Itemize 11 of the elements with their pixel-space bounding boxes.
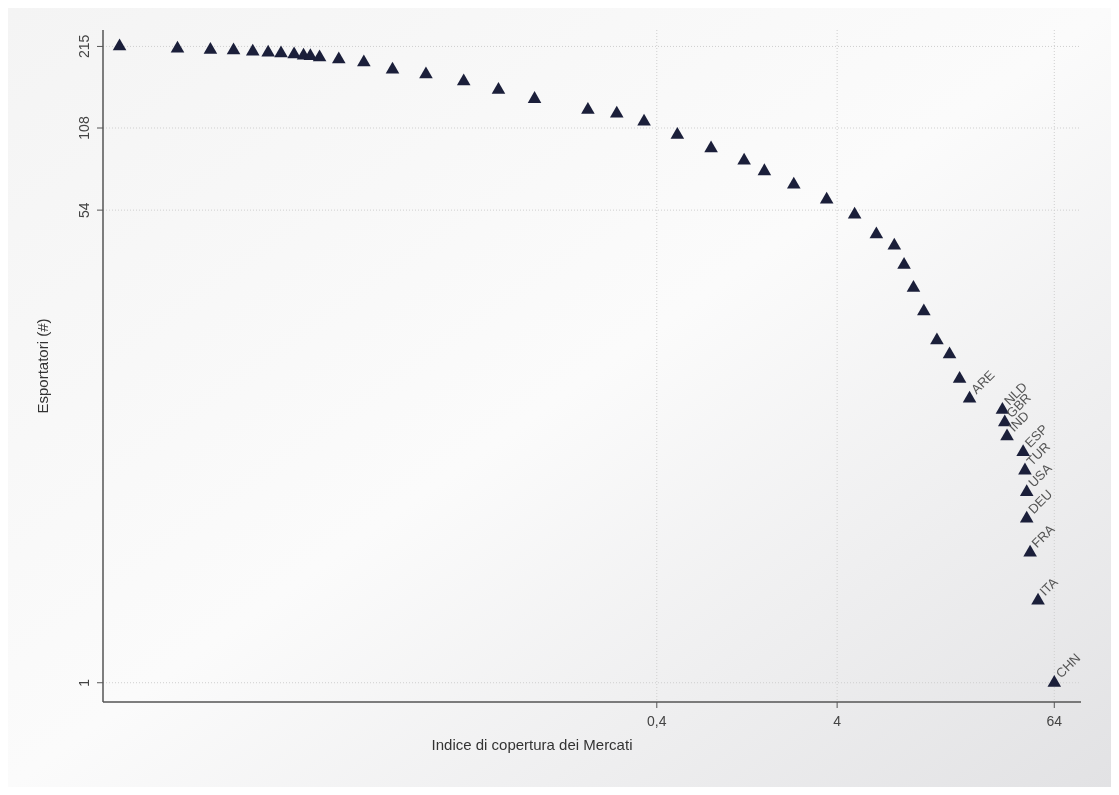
x-tick-label: 64 xyxy=(1046,713,1063,729)
y-tick-label: 108 xyxy=(76,116,92,140)
annotation: ITA xyxy=(1036,574,1062,599)
y-tick-label: 54 xyxy=(76,202,92,218)
x-tick-label: 0,4 xyxy=(647,713,667,729)
y-axis-title: Esportatori (#) xyxy=(34,318,51,414)
y-tick-label: 215 xyxy=(76,34,92,59)
y-tick-label: 1 xyxy=(76,678,92,687)
x-tick-label: 4 xyxy=(833,713,842,729)
x-axis-title: Indice di copertura dei Mercati xyxy=(431,736,633,753)
annotation: FRA xyxy=(1028,521,1058,551)
